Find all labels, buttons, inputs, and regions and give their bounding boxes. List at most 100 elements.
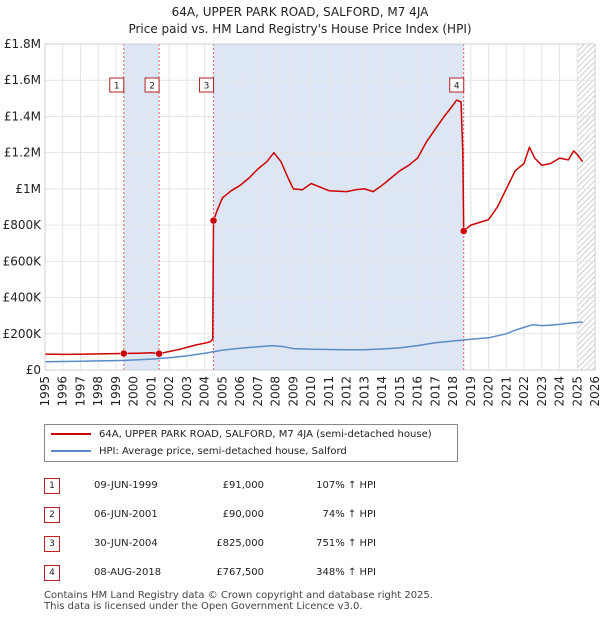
x-tick-label: 2021	[499, 376, 513, 407]
legend-item-price: 64A, UPPER PARK ROAD, SALFORD, M7 4JA (s…	[51, 427, 432, 443]
y-tick-label: £1.6M	[4, 73, 41, 87]
x-tick-label: 1995	[38, 376, 52, 407]
transaction-point	[120, 349, 128, 358]
transaction-row: 2 06-JUN-2001 £90,000 74% ↑ HPI	[44, 505, 444, 525]
x-tick-label: 1996	[56, 376, 70, 407]
forecast-hatch	[577, 44, 595, 370]
y-tick-label: £1.8M	[4, 37, 41, 51]
transaction-point	[155, 349, 163, 358]
transaction-badge: 1	[44, 478, 60, 494]
legend-label-price: 64A, UPPER PARK ROAD, SALFORD, M7 4JA (s…	[99, 429, 432, 440]
axis-layer: £0 £200K £400K £600K £800K £1M £1.2M £1.4M £1.6M…	[3, 37, 600, 407]
transaction-point	[459, 227, 468, 235]
ownership-shade	[213, 44, 464, 370]
y-tick-label: £1M	[15, 182, 41, 196]
y-tick-label: £200K	[3, 327, 43, 341]
transaction-price: £825,000	[216, 538, 264, 549]
transaction-price: £90,000	[222, 509, 264, 520]
event-badge	[109, 77, 125, 93]
legend-swatch-hpi	[51, 450, 91, 452]
x-tick-label: 2023	[535, 376, 549, 407]
transaction-date: 08-AUG-2018	[94, 567, 162, 578]
transaction-date: 30-JUN-2004	[94, 538, 158, 549]
x-tick-label: 2002	[162, 376, 176, 407]
x-tick-label: 2012	[340, 376, 354, 407]
transaction-badge: 4	[44, 565, 60, 581]
legend-swatch-price	[51, 433, 91, 435]
event-badge-label: 2	[149, 82, 155, 92]
transaction-row: 1 09-JUN-1999 £91,000 107% ↑ HPI	[44, 476, 444, 496]
x-tick-label: 2022	[517, 376, 531, 407]
ownership-shade	[123, 44, 160, 370]
x-tick-label: 2014	[375, 376, 389, 407]
x-tick-label: 2026	[588, 376, 600, 407]
hatch-layer	[577, 44, 595, 370]
transaction-hpi: 751% ↑ HPI	[316, 538, 376, 549]
legend-label-hpi: HPI: Average price, semi-detached house,…	[99, 446, 347, 457]
x-tick-label: 1999	[109, 376, 123, 407]
x-tick-label: 2009	[286, 376, 300, 407]
transaction-row: 4 08-AUG-2018 £767,500 348% ↑ HPI	[44, 563, 444, 583]
transaction-point	[209, 216, 218, 225]
transaction-hpi: 107% ↑ HPI	[316, 480, 376, 491]
x-tick-label: 2020	[482, 376, 496, 407]
price-chart: 1 2 3 4 £0 £200K £400K £600K £800K £1M £1.2M £1.4M…	[3, 37, 600, 407]
hpi-line	[44, 321, 583, 363]
x-tick-label: 2006	[233, 376, 247, 407]
event-badge	[199, 77, 215, 93]
x-tick-label: 2013	[357, 376, 371, 407]
x-tick-label: 2010	[304, 376, 318, 407]
footer-licence: This data is licensed under the Open Gov…	[44, 601, 363, 612]
transaction-price: £767,500	[216, 567, 264, 578]
event-markers: 1 2 3 4	[109, 77, 468, 358]
x-tick-label: 2018	[446, 376, 460, 407]
x-tick-label: 2004	[198, 376, 212, 407]
footer-copyright: Contains HM Land Registry data © Crown c…	[44, 590, 433, 601]
series-layer	[44, 99, 584, 363]
x-tick-label: 1998	[91, 376, 105, 407]
event-badge-label: 1	[114, 82, 120, 92]
y-tick-label: £800K	[3, 218, 43, 232]
transaction-date: 06-JUN-2001	[94, 509, 158, 520]
x-tick-label: 2005	[215, 376, 229, 407]
x-tick-label: 1997	[73, 376, 87, 407]
x-tick-label: 2019	[464, 376, 478, 407]
transaction-hpi: 74% ↑ HPI	[322, 509, 376, 520]
legend: 64A, UPPER PARK ROAD, SALFORD, M7 4JA (s…	[44, 424, 458, 462]
x-tick-label: 2024	[553, 376, 567, 407]
x-tick-label: 2025	[570, 376, 584, 407]
transaction-badge: 3	[44, 536, 60, 552]
x-tick-label: 2001	[144, 376, 158, 407]
event-badge	[144, 77, 160, 93]
transaction-date: 09-JUN-1999	[94, 480, 158, 491]
transaction-hpi: 348% ↑ HPI	[316, 567, 376, 578]
transaction-price: £91,000	[222, 480, 264, 491]
x-tick-label: 2011	[322, 376, 336, 407]
grid-layer	[44, 43, 596, 371]
y-tick-label: £400K	[3, 291, 43, 305]
y-tick-label: £1.2M	[4, 146, 41, 160]
price-paid-line	[44, 99, 584, 356]
footer: Contains HM Land Registry data © Crown c…	[44, 590, 433, 612]
plot-frame	[44, 43, 596, 371]
legend-item-hpi: HPI: Average price, semi-detached house,…	[51, 444, 347, 460]
title-subtitle: Price paid vs. HM Land Registry's House …	[128, 22, 472, 36]
transaction-row: 3 30-JUN-2004 £825,000 751% ↑ HPI	[44, 534, 444, 554]
x-tick-label: 2015	[393, 376, 407, 407]
title-address: 64A, UPPER PARK ROAD, SALFORD, M7 4JA	[171, 5, 429, 19]
event-badge-label: 4	[454, 82, 460, 92]
y-tick-label: £1.4M	[4, 109, 41, 123]
x-tick-label: 2000	[127, 376, 141, 407]
chart-title: 64A, UPPER PARK ROAD, SALFORD, M7 4JA Pr…	[0, 4, 600, 38]
x-tick-label: 2007	[251, 376, 265, 407]
y-tick-label: £0	[26, 363, 41, 377]
shade-layer	[45, 44, 595, 370]
x-tick-label: 2017	[428, 376, 442, 407]
y-tick-label: £600K	[3, 254, 43, 268]
x-tick-label: 2003	[180, 376, 194, 407]
x-tick-label: 2008	[269, 376, 283, 407]
x-tick-label: 2016	[411, 376, 425, 407]
event-badge	[449, 77, 465, 93]
transaction-badge: 2	[44, 507, 60, 523]
event-badge-label: 3	[204, 82, 210, 92]
